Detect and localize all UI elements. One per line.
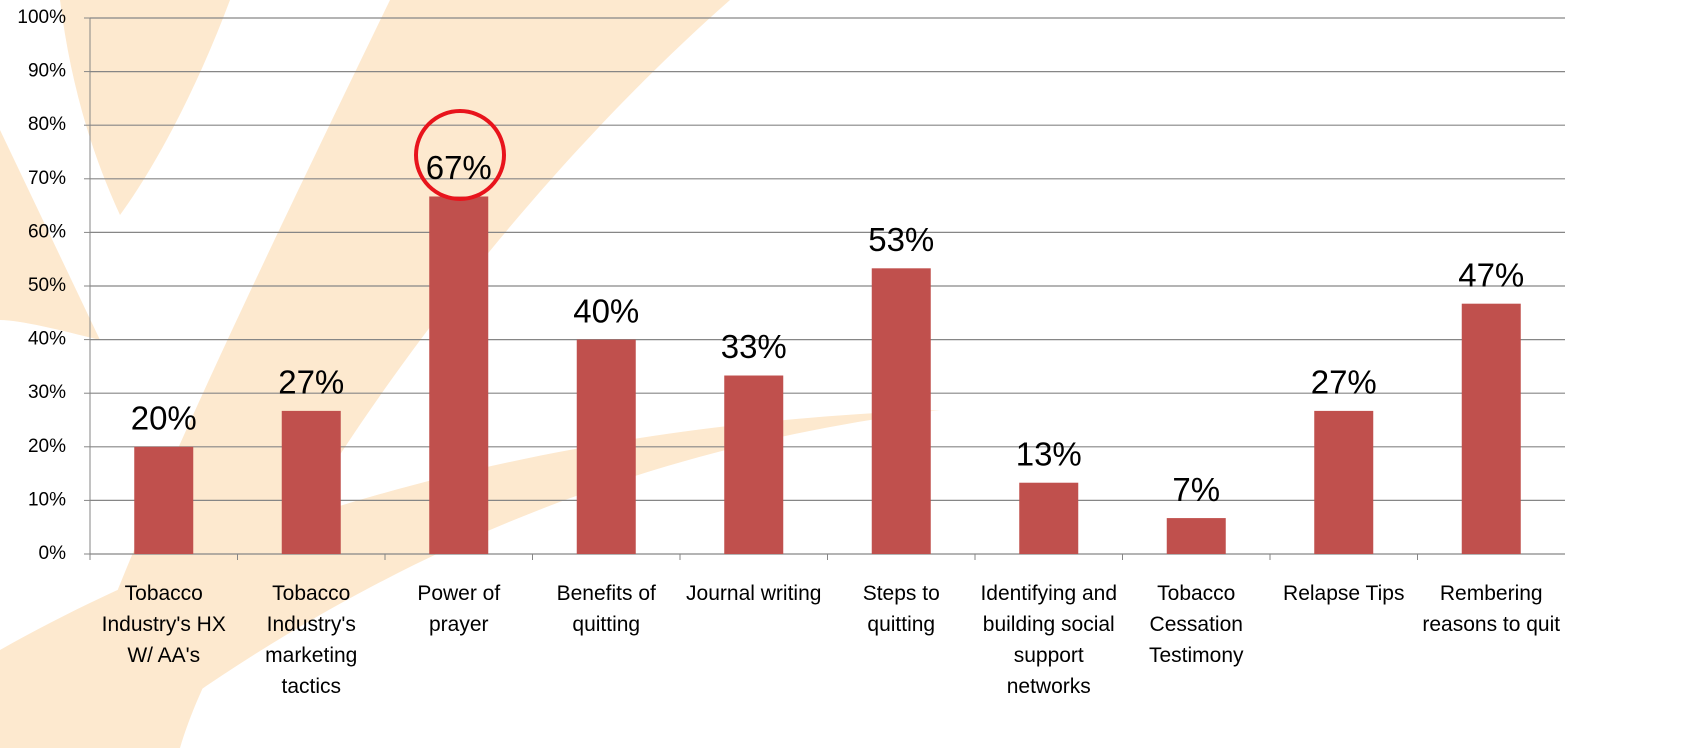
y-tick-label: 10% <box>28 489 66 510</box>
x-tick-label: Tobacco Cessation Testimony <box>1148 582 1244 667</box>
bar <box>429 196 489 554</box>
x-tick-label: Steps to quitting <box>862 582 940 636</box>
value-label: 13% <box>1016 435 1082 472</box>
bar <box>1166 518 1226 554</box>
bar <box>871 268 931 554</box>
y-tick-label: 80% <box>28 114 66 135</box>
plot-area: 0% 10% 20% 30% 40% 50% 60% 70% 80% 90% 100% 20% 27% 6… <box>17 7 1565 564</box>
value-label: 27% <box>1311 364 1377 401</box>
y-tick-label: 50% <box>28 275 66 296</box>
x-tick-label: Rembering reasons to quit <box>1422 582 1561 636</box>
y-tick-label: 100% <box>17 7 66 28</box>
bar <box>134 446 194 554</box>
x-tick-label: Power of prayer <box>417 582 501 636</box>
background-decoration <box>0 0 940 748</box>
bar <box>576 339 636 554</box>
x-tick-label: Identifying and building social support … <box>980 582 1118 698</box>
x-tick-label: Tobacco Industry's marketing tactics <box>265 582 358 698</box>
y-tick-label: 90% <box>28 61 66 82</box>
value-label: 53% <box>868 221 934 258</box>
value-label: 7% <box>1172 471 1220 508</box>
y-tick-label: 60% <box>28 221 66 242</box>
y-tick-label: 0% <box>39 543 67 564</box>
y-tick-label: 40% <box>28 329 66 350</box>
bar <box>1019 482 1079 554</box>
y-tick-label: 20% <box>28 436 66 457</box>
value-label: 27% <box>278 364 344 401</box>
bar <box>1314 410 1374 554</box>
x-tick-label: Relapse Tips <box>1283 582 1405 605</box>
value-label: 33% <box>721 328 787 365</box>
bar <box>1461 303 1521 554</box>
value-label: 47% <box>1458 256 1524 293</box>
value-label: 20% <box>131 400 197 437</box>
y-tick-label: 30% <box>28 382 66 403</box>
value-label: 40% <box>573 292 639 329</box>
x-tick-label: Tobacco Industry's HX W/ AA's <box>101 582 226 667</box>
x-tick-label: Benefits of quitting <box>556 582 656 636</box>
bar <box>724 375 784 554</box>
bar <box>281 410 341 554</box>
y-tick-label: 70% <box>28 168 66 189</box>
value-label: 67% <box>426 149 492 186</box>
x-tick-label: Journal writing <box>686 582 822 605</box>
highlight-circle <box>414 109 506 201</box>
